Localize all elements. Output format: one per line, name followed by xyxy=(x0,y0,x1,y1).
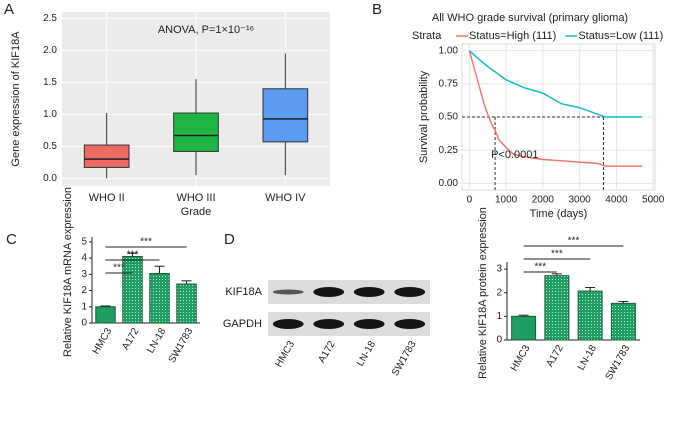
blot-lane-label: A172 xyxy=(316,339,337,365)
x-tick-label: WHO II xyxy=(89,192,125,204)
x-tick-label: 1000 xyxy=(495,195,518,206)
y-tick-label: 0.50 xyxy=(439,112,459,123)
bar xyxy=(122,255,143,324)
bar xyxy=(577,290,603,341)
x-tick-label: LN-18 xyxy=(576,343,599,372)
y-tick-label: 0.75 xyxy=(439,78,459,89)
blot-band xyxy=(272,289,304,295)
y-tick-label: 0 xyxy=(81,318,87,329)
panel-label: B xyxy=(372,1,382,18)
blot-band xyxy=(313,319,345,329)
y-tick-label: 3 xyxy=(81,269,87,280)
panel-label: C xyxy=(6,231,17,248)
significance-label: *** xyxy=(140,237,152,248)
box xyxy=(173,112,219,152)
blot-band xyxy=(394,287,426,297)
blot-lane-label: SW1783 xyxy=(390,339,419,378)
y-tick-label: 0.5 xyxy=(43,141,57,152)
blot-band xyxy=(394,319,426,329)
survival-line xyxy=(468,50,643,167)
x-tick-label: WHO IV xyxy=(265,192,306,204)
annotation: P<0.0001 xyxy=(491,149,538,161)
survival-line xyxy=(468,50,643,118)
bar xyxy=(610,302,636,341)
y-tick-label: 0 xyxy=(496,335,502,346)
legend-label: Status=High (111) xyxy=(469,30,556,42)
y-tick-label: 1 xyxy=(81,301,87,312)
x-tick-label: 0 xyxy=(467,195,473,206)
x-tick-label: 2000 xyxy=(532,195,555,206)
y-tick-label: 0.25 xyxy=(439,145,459,156)
y-axis-label: Relative KIF18A protein expression xyxy=(477,207,489,379)
x-axis-label: Time (days) xyxy=(530,208,588,220)
significance-label: *** xyxy=(127,250,139,261)
panel-label: D xyxy=(224,231,235,248)
panel-label: A xyxy=(4,1,14,18)
x-tick-label: LN-18 xyxy=(145,326,168,355)
y-tick-label: 0.00 xyxy=(439,178,459,189)
blot-row-label: GAPDH xyxy=(223,318,262,330)
y-tick-label: 1.00 xyxy=(439,45,459,56)
x-tick-label: 5000 xyxy=(642,195,665,206)
bar xyxy=(544,275,570,341)
blot-band xyxy=(353,319,385,329)
blot-band xyxy=(313,287,345,297)
bar xyxy=(511,315,537,341)
y-tick-label: 1.0 xyxy=(43,109,57,120)
blot-band xyxy=(353,287,385,297)
x-tick-label: 4000 xyxy=(605,195,628,206)
legend-title: Strata xyxy=(412,30,442,42)
blot-lane-label: LN-18 xyxy=(355,339,378,368)
x-tick-label: HMC3 xyxy=(91,326,115,356)
bar xyxy=(176,283,197,324)
y-axis-label: Survival probability xyxy=(418,70,430,163)
y-axis-label: Relative KIF18A mRNA expression xyxy=(62,187,74,357)
y-tick-label: 1 xyxy=(496,311,502,322)
y-axis-label: Gene expression of KIF18A xyxy=(10,31,22,167)
y-tick-label: 2 xyxy=(81,285,87,296)
y-tick-label: 4 xyxy=(81,253,87,264)
x-tick-label: A172 xyxy=(545,343,566,369)
blot-row-label: KIF18A xyxy=(225,286,262,298)
x-tick-label: HMC3 xyxy=(509,343,533,373)
y-tick-label: 0.0 xyxy=(43,173,57,184)
x-tick-label: A172 xyxy=(120,326,141,352)
significance-label: *** xyxy=(534,262,546,273)
x-tick-label: SW1783 xyxy=(604,343,633,382)
y-tick-label: 1.5 xyxy=(43,77,57,88)
blot-band xyxy=(272,319,304,329)
x-tick-label: SW1783 xyxy=(167,326,196,365)
significance-label: *** xyxy=(113,263,125,274)
box xyxy=(83,144,130,168)
significance-label: *** xyxy=(568,236,580,247)
bar xyxy=(95,306,116,324)
annotation: ANOVA, P=1×10⁻¹⁶ xyxy=(158,24,254,36)
blot-lane-label: HMC3 xyxy=(273,339,297,369)
y-tick-label: 3 xyxy=(496,264,502,275)
significance-label: *** xyxy=(551,249,563,260)
y-tick-label: 2.5 xyxy=(43,13,57,24)
x-axis-label: Grade xyxy=(181,206,212,218)
bar xyxy=(149,273,170,324)
chart-title: All WHO grade survival (primary glioma) xyxy=(432,12,628,24)
box xyxy=(262,88,309,143)
x-tick-label: WHO III xyxy=(176,192,215,204)
y-tick-label: 5 xyxy=(81,237,87,248)
legend-label: Status=Low (111) xyxy=(578,30,663,42)
y-tick-label: 2 xyxy=(496,287,502,298)
x-tick-label: 3000 xyxy=(569,195,592,206)
y-tick-label: 2.0 xyxy=(43,45,57,56)
